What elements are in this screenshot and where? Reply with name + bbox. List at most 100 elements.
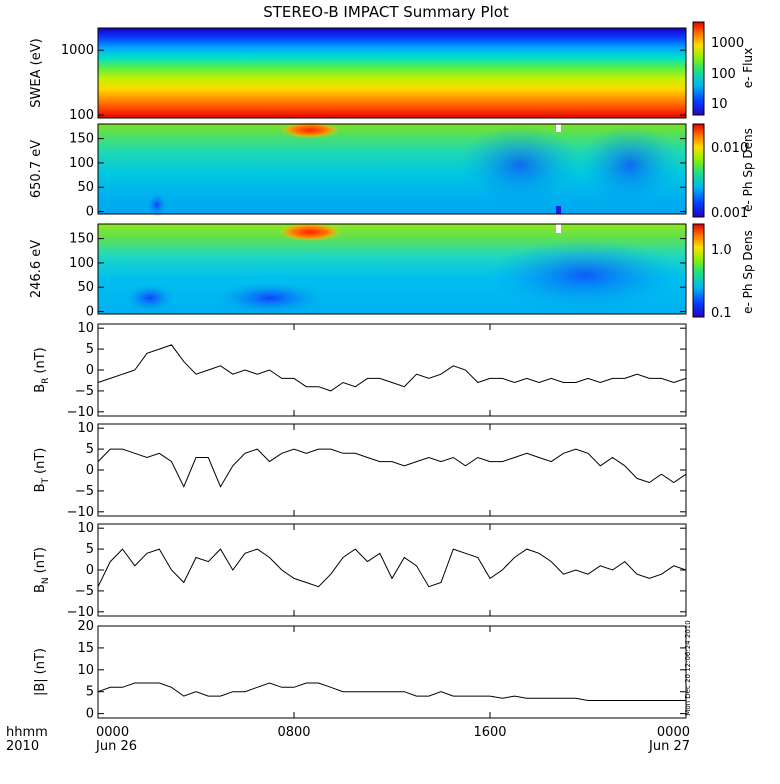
swea-cb-label: e- Flux — [741, 48, 755, 88]
y-tick-label: 100 — [69, 156, 94, 171]
y-tick-label: 10 — [77, 421, 94, 436]
x-tick-date: Jun 27 — [648, 739, 690, 754]
y-tick-label: 100 — [69, 256, 94, 271]
plot-title: STEREO-B IMPACT Summary Plot — [263, 3, 509, 21]
x-tick-label: 0800 — [277, 725, 310, 740]
line-panel-0: −10 −5 0 5 10 BR (nT) — [33, 321, 687, 420]
swea-cb-tick-1000: 1000 — [711, 36, 744, 51]
y-tick-label: −5 — [75, 384, 94, 399]
ylabel-main: B — [33, 384, 48, 393]
pad650-colorbar — [692, 123, 705, 218]
field-series-line — [97, 448, 687, 488]
y-tick-label: −10 — [67, 405, 94, 420]
ylabel-sub: N — [41, 577, 51, 584]
ylabel-unit: (nT) — [33, 648, 48, 674]
y-tick-label: 10 — [77, 321, 94, 336]
y-tick-label: 150 — [69, 232, 94, 247]
line-panel-2: −10 −5 0 5 10 BN (nT) — [33, 521, 687, 620]
y-tick-label: 20 — [77, 619, 94, 634]
pad246-cb-label: e- Ph Sp Dens — [741, 230, 755, 314]
y-tick-label: 10 — [77, 663, 94, 678]
swea-panel: SWEA (eV) 100 1000 1000 100 10 e- Flux — [29, 21, 755, 123]
ylabel-unit: (nT) — [33, 547, 48, 573]
ylabel-main: B — [33, 584, 48, 593]
pad650-gap-bottom — [556, 206, 561, 214]
y-tick-label: 50 — [77, 280, 94, 295]
ylabel-main: |B| — [33, 678, 48, 696]
field-series-line — [97, 344, 687, 392]
y-tick-label: −10 — [67, 605, 94, 620]
ylabel-main: B — [33, 483, 48, 492]
pad650-blue-region — [147, 193, 167, 217]
magnetic-field-panels: −10−50510BR(nT)−10−50510BT(nT)−10−50510B… — [33, 321, 687, 722]
pad246-cb-tick-0: 1.0 — [711, 243, 732, 258]
x-tick-date: Jun 26 — [95, 739, 137, 754]
pad650-y-ticks: 0 50 100 150 — [69, 132, 686, 220]
field-series-line — [97, 682, 686, 701]
y-tick-label: 0 — [86, 707, 94, 722]
y-tick-label: 5 — [86, 685, 94, 700]
y-tick-label: 0 — [86, 205, 94, 220]
y-tick-label: 10 — [77, 521, 94, 536]
pad246-cb-tick-1: 0.1 — [711, 306, 732, 321]
x-tick-label: 1600 — [473, 725, 506, 740]
pad650-cb-tick-0: 0.010 — [711, 141, 748, 156]
line-panel-3: 0 5 10 15 20 |B| (nT) — [33, 619, 687, 722]
swea-cb-tick-10: 10 — [711, 97, 728, 112]
line-panel-ylabel: BR (nT) — [33, 347, 51, 393]
swea-cb-tick-100: 100 — [711, 67, 736, 82]
ylabel-sub: T — [41, 477, 51, 484]
pad650-hot-region — [280, 122, 340, 138]
year-label: 2010 — [6, 739, 39, 754]
y-tick-label: 150 — [69, 132, 94, 147]
swea-spectrogram — [98, 28, 686, 118]
swea-ylabel: SWEA (eV) — [29, 38, 44, 107]
pad650-blue-region-2 — [460, 125, 580, 205]
timestamp-note: Mon Dec 20 12:06:24 2010 — [684, 620, 692, 715]
line-panel-frame — [97, 523, 687, 617]
pad246-blue-region — [125, 284, 175, 312]
y-tick-label: 1000 — [61, 43, 94, 58]
pad650-frame — [97, 123, 687, 215]
pad650-blue-region-3 — [580, 125, 680, 205]
y-tick-label: 5 — [86, 442, 94, 457]
ylabel-unit: (nT) — [33, 347, 48, 373]
pad246-gap-top — [556, 224, 561, 233]
line-panel-ylabel: BT (nT) — [33, 448, 51, 493]
pad650-cb-label: e- Ph Sp Dens — [741, 128, 755, 212]
x-tick-label: 0000 — [657, 725, 690, 740]
pad650-cb-tick-1: 0.001 — [711, 206, 748, 221]
pad246-blue-region-3 — [485, 240, 685, 310]
y-tick-label: 0 — [86, 305, 94, 320]
line-panel-1: −10 −5 0 5 10 BT (nT) — [33, 421, 687, 520]
y-tick-label: 0 — [86, 463, 94, 478]
swea-frame — [97, 27, 687, 119]
ylabel-sub: R — [41, 378, 51, 384]
swea-y-ticks: 100 1000 — [61, 43, 686, 123]
swea-colorbar — [692, 21, 705, 116]
hhmm-label: hhmm — [6, 725, 48, 740]
pad246-ylabel: 246.6 eV — [29, 240, 44, 298]
y-tick-label: −5 — [75, 484, 94, 499]
line-panel-frame — [97, 625, 687, 719]
pad246-hot-region — [278, 223, 342, 241]
x-tick-label: 0000 — [96, 725, 129, 740]
y-tick-label: 50 — [77, 180, 94, 195]
pad650-gap-top — [556, 124, 561, 132]
y-tick-label: 0 — [86, 563, 94, 578]
pad246-frame — [97, 223, 687, 315]
line-panel-frame — [97, 323, 687, 417]
pad246-panel: 246.6 eV 0 50 100 150 1.0 0.1 e- Ph Sp Dens — [29, 223, 755, 321]
y-tick-label: 0 — [86, 363, 94, 378]
y-tick-label: 15 — [77, 641, 94, 656]
line-panel-frame — [97, 423, 687, 517]
pad650-panel: 650.7 eV 0 50 100 150 0.010 0.001 e- Ph Sp … — [29, 122, 755, 221]
y-tick-label: −10 — [67, 505, 94, 520]
field-series-line — [97, 548, 687, 588]
y-tick-label: 100 — [69, 108, 94, 123]
pad246-colorbar — [692, 223, 705, 318]
pad246-blue-region-2 — [215, 282, 325, 314]
